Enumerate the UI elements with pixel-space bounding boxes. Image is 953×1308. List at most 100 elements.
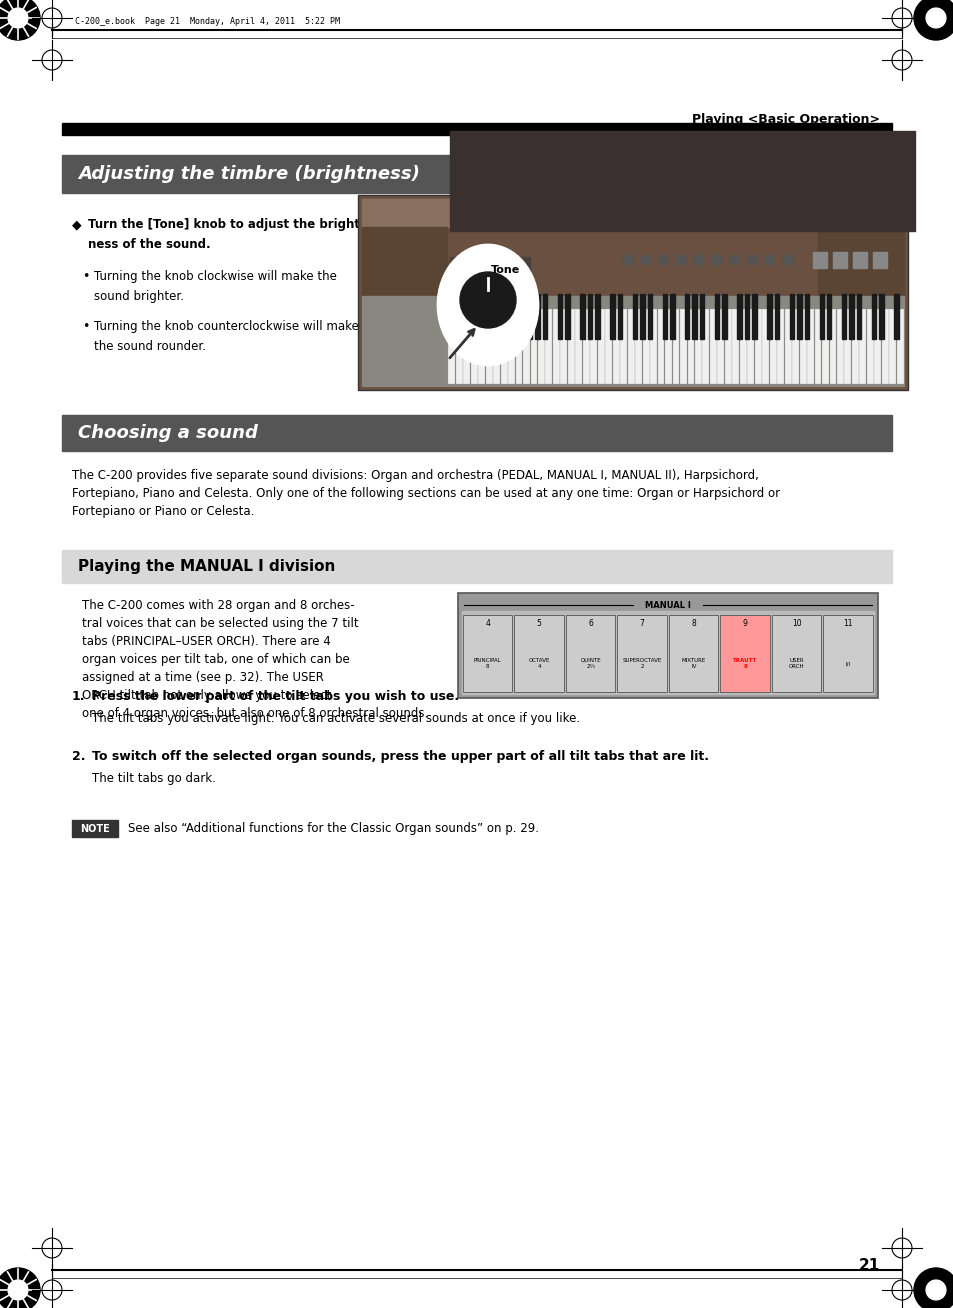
Circle shape (0, 1267, 40, 1308)
Bar (791, 309, 799, 385)
Text: MIXTURE
IV: MIXTURE IV (680, 658, 705, 670)
Text: 10: 10 (791, 619, 801, 628)
Bar (740, 309, 746, 385)
Bar (744, 294, 748, 339)
Text: 21: 21 (858, 1257, 879, 1273)
Text: OCTAVE
4: OCTAVE 4 (528, 658, 549, 670)
Bar (866, 309, 873, 385)
Bar (771, 615, 821, 692)
Bar (896, 309, 902, 385)
Bar (717, 309, 723, 385)
Bar (357, 195, 907, 390)
Text: MANUAL I: MANUAL I (644, 600, 690, 610)
Text: 1.: 1. (71, 691, 86, 702)
Bar (832, 252, 846, 268)
Text: Turning the knob counterclockwise will make
the sound rounder.: Turning the knob counterclockwise will m… (94, 320, 358, 353)
Bar (657, 309, 664, 385)
Text: I/I: I/I (844, 661, 850, 666)
Text: Choosing a sound: Choosing a sound (78, 424, 257, 442)
Text: TRAUTT
8: TRAUTT 8 (732, 658, 757, 670)
Bar (575, 309, 581, 385)
Bar (62, 549, 891, 583)
Bar (700, 294, 703, 339)
Bar (871, 294, 876, 339)
Bar (649, 309, 657, 385)
Bar (582, 309, 589, 385)
Bar (62, 415, 891, 451)
Text: Adjusting the timbre (brightness): Adjusting the timbre (brightness) (78, 165, 419, 183)
Text: The tilt tabs go dark.: The tilt tabs go dark. (91, 772, 215, 785)
Bar (806, 309, 813, 385)
Bar (843, 309, 850, 385)
Bar (463, 309, 470, 385)
Bar (684, 294, 689, 339)
Text: 8: 8 (691, 619, 696, 628)
Text: 6: 6 (588, 619, 593, 628)
Text: ROLAND
CLASSIC: ROLAND CLASSIC (479, 310, 500, 320)
Text: ◆: ◆ (71, 218, 82, 232)
Bar (482, 294, 487, 339)
Bar (774, 294, 779, 339)
Bar (754, 309, 760, 385)
Bar (714, 294, 719, 339)
Text: See also “Additional functions for the Classic Organ sounds” on p. 29.: See also “Additional functions for the C… (128, 821, 538, 835)
Bar (777, 309, 783, 385)
Bar (709, 309, 716, 385)
Text: The C-200 provides five separate sound divisions: Organ and orchestra (PEDAL, MA: The C-200 provides five separate sound d… (71, 470, 758, 483)
Bar (721, 294, 726, 339)
Bar (821, 309, 828, 385)
Bar (490, 294, 495, 339)
Bar (477, 309, 484, 385)
Ellipse shape (437, 245, 537, 365)
Text: one of 4 organ voices, but also one of 8 orchestral sounds.: one of 4 organ voices, but also one of 8… (82, 708, 428, 719)
Circle shape (694, 255, 703, 266)
Bar (361, 199, 903, 228)
Bar (71, 820, 118, 837)
Bar (535, 294, 539, 339)
Bar (485, 309, 492, 385)
Text: tabs (PRINCIPAL–USER ORCH). There are 4: tabs (PRINCIPAL–USER ORCH). There are 4 (82, 634, 331, 647)
Bar (879, 294, 882, 339)
Text: Press the lower part of the tilt tabs you wish to use.: Press the lower part of the tilt tabs yo… (91, 691, 458, 702)
Bar (799, 309, 805, 385)
Bar (565, 615, 615, 692)
Bar (822, 615, 872, 692)
Bar (527, 294, 532, 339)
Bar (456, 309, 462, 385)
Circle shape (782, 255, 792, 266)
Bar (732, 309, 739, 385)
Bar (789, 294, 793, 339)
Bar (610, 294, 614, 339)
Bar (803, 294, 808, 339)
Circle shape (925, 1281, 945, 1300)
Bar (522, 309, 529, 385)
Bar (559, 309, 567, 385)
Text: 11: 11 (842, 619, 852, 628)
Bar (508, 309, 515, 385)
Circle shape (640, 255, 650, 266)
Bar (766, 294, 771, 339)
Text: NOTE: NOTE (80, 824, 110, 833)
Circle shape (913, 0, 953, 41)
Bar (530, 309, 537, 385)
Text: •: • (82, 320, 90, 334)
Bar (587, 294, 592, 339)
Bar (595, 294, 599, 339)
Bar (635, 309, 641, 385)
Bar (761, 309, 768, 385)
Bar (612, 309, 619, 385)
Bar (470, 309, 477, 385)
Bar (604, 309, 612, 385)
Circle shape (0, 0, 40, 41)
Circle shape (746, 255, 757, 266)
Bar (62, 156, 891, 194)
Text: The C-200 comes with 28 organ and 8 orches-: The C-200 comes with 28 organ and 8 orch… (82, 599, 355, 612)
Text: Turn the [Tone] knob to adjust the bright-
ness of the sound.: Turn the [Tone] knob to adjust the brigh… (88, 218, 364, 251)
Bar (661, 294, 666, 339)
Bar (812, 252, 826, 268)
Bar (642, 309, 649, 385)
Bar (567, 309, 574, 385)
Text: Playing the MANUAL I division: Playing the MANUAL I division (78, 559, 335, 574)
Circle shape (729, 255, 739, 266)
Bar (460, 294, 465, 339)
